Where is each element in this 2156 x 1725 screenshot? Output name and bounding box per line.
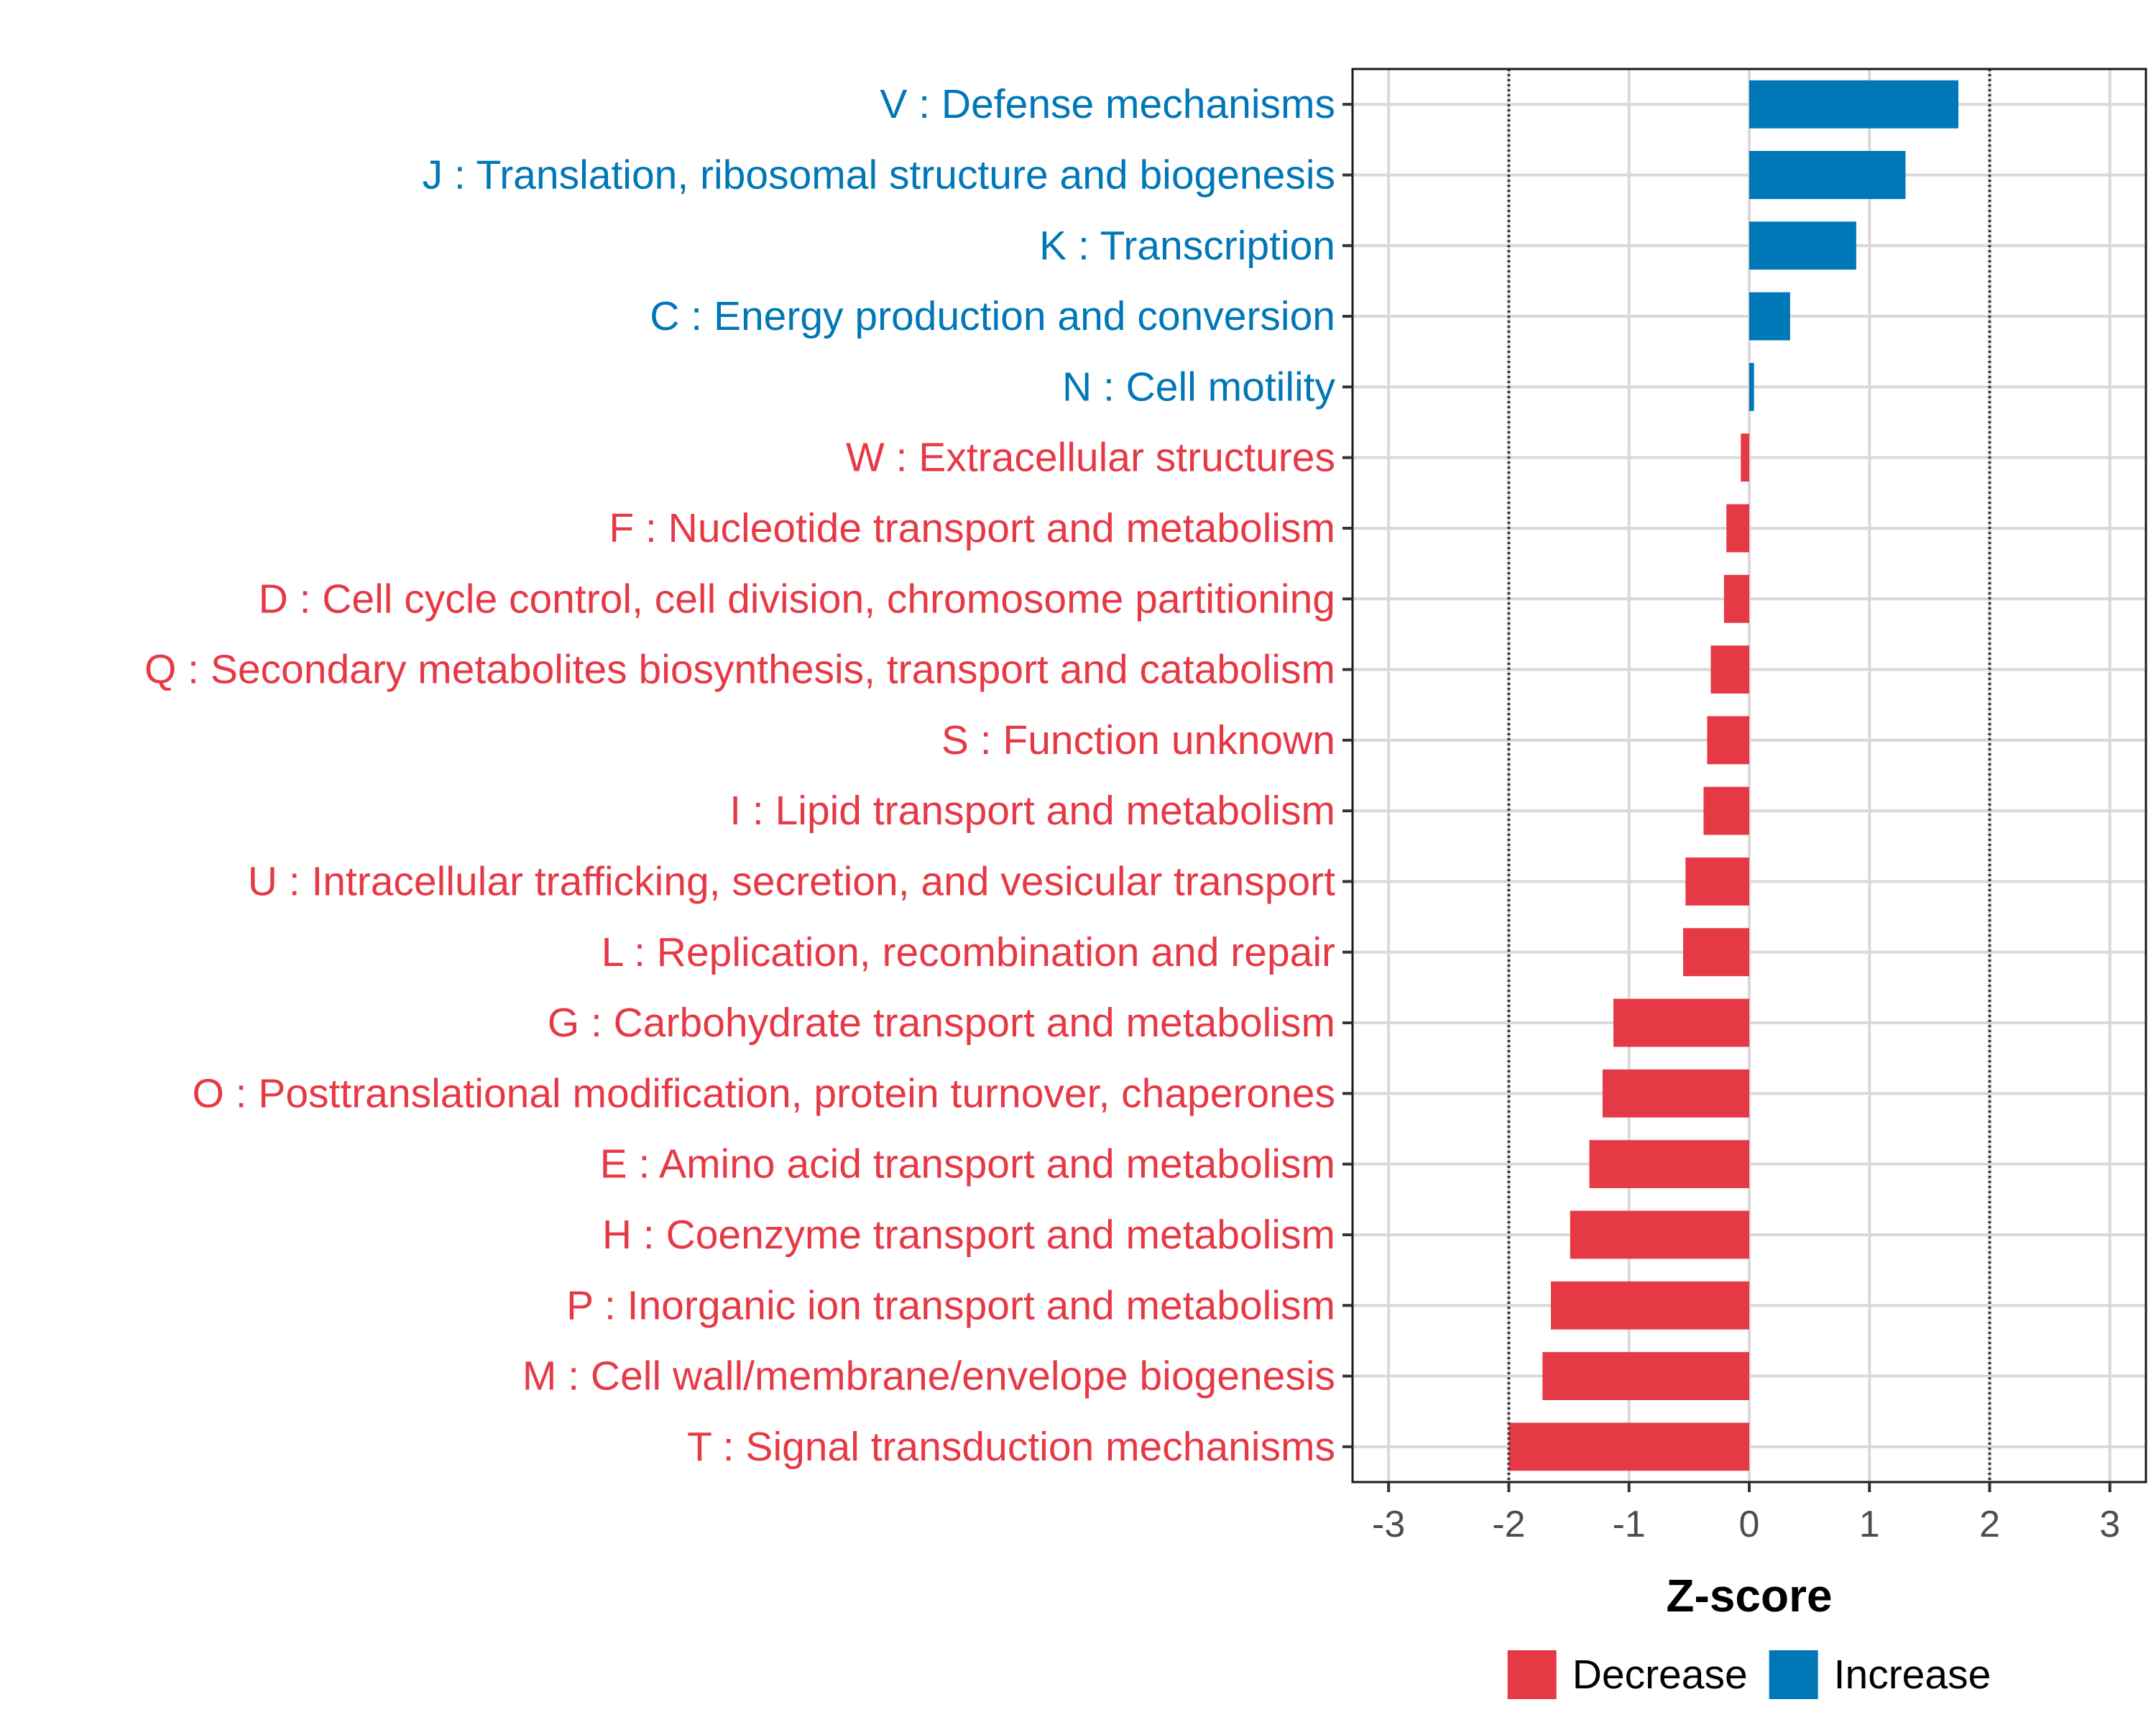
bar-14 bbox=[1602, 1069, 1749, 1118]
x-tick-label-1: -2 bbox=[1492, 1504, 1525, 1545]
bar-19 bbox=[1508, 1422, 1749, 1471]
bar-8 bbox=[1710, 645, 1749, 694]
bar-17 bbox=[1551, 1281, 1749, 1330]
x-axis: -3 -2 -1 0 1 2 3 bbox=[1372, 1482, 2120, 1545]
category-label-13: G : Carbohydrate transport and metabolis… bbox=[548, 1000, 1335, 1046]
bar-15 bbox=[1589, 1140, 1749, 1189]
y-axis: V : Defense mechanisms J : Translation, r… bbox=[144, 81, 1353, 1470]
bars bbox=[1508, 80, 1959, 1471]
category-label-6: F : Nucleotide transport and metabolism bbox=[609, 505, 1335, 551]
category-label-0: V : Defense mechanisms bbox=[880, 81, 1335, 127]
category-label-19: T : Signal transduction mechanisms bbox=[687, 1424, 1335, 1470]
bar-5 bbox=[1741, 433, 1749, 482]
x-axis-title: Z-score bbox=[1666, 1570, 1832, 1622]
bar-10 bbox=[1703, 786, 1749, 835]
x-tick-label-0: -3 bbox=[1372, 1504, 1405, 1545]
category-label-12: L : Replication, recombination and repai… bbox=[602, 929, 1335, 975]
legend-swatch-decrease bbox=[1507, 1650, 1557, 1699]
category-label-1: J : Translation, ribosomal structure and… bbox=[423, 152, 1335, 198]
bar-3 bbox=[1749, 292, 1790, 341]
x-tick-label-3: 0 bbox=[1739, 1504, 1760, 1545]
category-label-5: W : Extracellular structures bbox=[846, 435, 1335, 481]
legend-label-increase: Increase bbox=[1834, 1652, 1991, 1698]
x-tick-label-5: 2 bbox=[1979, 1504, 2000, 1545]
bar-0 bbox=[1749, 80, 1959, 129]
category-label-15: E : Amino acid transport and metabolism bbox=[600, 1141, 1335, 1187]
category-label-8: Q : Secondary metabolites biosynthesis, … bbox=[144, 647, 1335, 693]
bar-13 bbox=[1613, 998, 1749, 1047]
category-label-3: C : Energy production and conversion bbox=[650, 293, 1335, 339]
bar-4 bbox=[1749, 362, 1754, 411]
x-tick-label-6: 3 bbox=[2099, 1504, 2120, 1545]
category-label-2: K : Transcription bbox=[1039, 223, 1335, 269]
bar-6 bbox=[1726, 504, 1749, 553]
bar-12 bbox=[1683, 928, 1749, 977]
category-label-16: H : Coenzyme transport and metabolism bbox=[602, 1212, 1335, 1258]
bar-11 bbox=[1685, 857, 1749, 906]
category-label-14: O : Posttranslational modification, prot… bbox=[192, 1070, 1335, 1116]
threshold-lines bbox=[1507, 69, 1991, 1482]
category-label-4: N : Cell motility bbox=[1062, 364, 1336, 410]
bar-2 bbox=[1749, 221, 1856, 270]
category-label-7: D : Cell cycle control, cell division, c… bbox=[259, 576, 1335, 622]
category-label-11: U : Intracellular trafficking, secretion… bbox=[248, 858, 1335, 904]
bar-18 bbox=[1542, 1352, 1749, 1400]
category-label-10: I : Lipid transport and metabolism bbox=[729, 788, 1335, 834]
category-label-9: S : Function unknown bbox=[941, 717, 1335, 763]
bar-7 bbox=[1723, 574, 1749, 623]
legend-label-decrease: Decrease bbox=[1572, 1652, 1748, 1698]
x-tick-label-2: -1 bbox=[1613, 1504, 1646, 1545]
legend: Decrease Increase bbox=[1507, 1650, 1991, 1699]
category-label-18: M : Cell wall/membrane/envelope biogenes… bbox=[522, 1353, 1335, 1399]
legend-swatch-increase bbox=[1769, 1650, 1818, 1699]
x-tick-label-4: 1 bbox=[1859, 1504, 1880, 1545]
bar-9 bbox=[1707, 716, 1749, 765]
bar-1 bbox=[1749, 151, 1906, 199]
category-label-17: P : Inorganic ion transport and metaboli… bbox=[566, 1282, 1335, 1328]
bar-16 bbox=[1570, 1210, 1749, 1259]
